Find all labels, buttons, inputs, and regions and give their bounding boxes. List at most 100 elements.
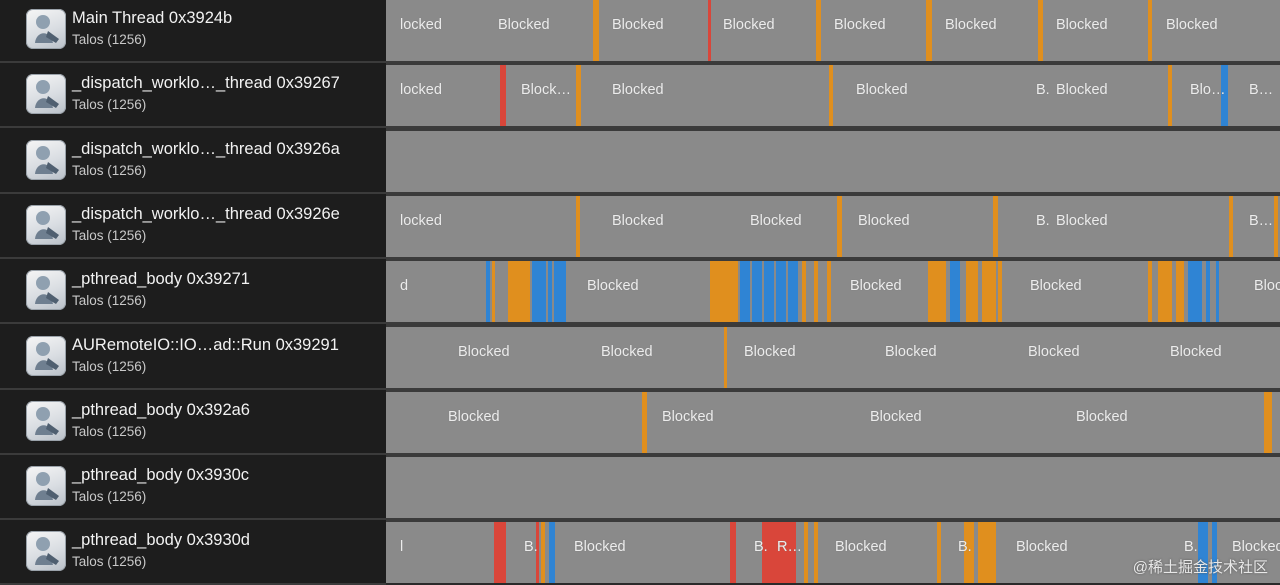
thread-timeline[interactable]: locked Blocked Blocked Blocked Blocked Blocke… <box>386 0 1280 583</box>
state-label: Blocked <box>1028 344 1080 360</box>
state-bar-orange[interactable] <box>829 65 833 126</box>
state-bar-blue[interactable] <box>1216 261 1219 322</box>
state-bar-orange[interactable] <box>1148 261 1152 322</box>
state-bar-orange[interactable] <box>966 261 978 322</box>
state-bar-orange[interactable] <box>508 261 530 322</box>
state-bar-red[interactable] <box>494 522 506 583</box>
state-bar-orange[interactable] <box>1229 196 1233 257</box>
state-bar-orange[interactable] <box>724 327 727 388</box>
thread-track-5[interactable]: Blocked Blocked Blocked Blocked Blocked Block… <box>386 327 1280 390</box>
state-bar-blue[interactable] <box>532 261 546 322</box>
state-bar-orange[interactable] <box>993 196 998 257</box>
state-bar-orange[interactable] <box>1158 261 1172 322</box>
thread-row-7[interactable]: _pthread_body 0x3930c Talos (1256) <box>0 457 386 520</box>
thread-list: Main Thread 0x3924b Talos (1256) _dispat… <box>0 0 386 585</box>
thread-row-2[interactable]: _dispatch_worklo…_thread 0x3926a Talos (… <box>0 131 386 194</box>
state-bar-orange[interactable] <box>1038 0 1043 61</box>
thread-track-2[interactable] <box>386 131 1280 194</box>
state-label: Blocked <box>1030 278 1082 294</box>
app-icon <box>26 531 66 571</box>
state-label: Blocked <box>1056 82 1108 98</box>
state-bar-red[interactable] <box>708 0 711 61</box>
state-bar-orange[interactable] <box>492 261 495 322</box>
state-bar-orange[interactable] <box>576 196 580 257</box>
thread-name: _dispatch_worklo…_thread 0x3926e <box>72 205 340 223</box>
state-bar-orange[interactable] <box>814 522 818 583</box>
state-bar-orange[interactable] <box>1264 392 1272 453</box>
thread-process: Talos (1256) <box>72 163 147 178</box>
thread-track-1[interactable]: locked Block… Blocked Blocked B. Blocked Blo… B… <box>386 65 1280 128</box>
state-bar-blue[interactable] <box>1198 522 1208 583</box>
state-bar-orange[interactable] <box>816 0 821 61</box>
state-bar-orange[interactable] <box>1168 65 1172 126</box>
state-bar-orange[interactable] <box>1176 261 1184 322</box>
state-label: Blocked <box>885 344 937 360</box>
state-bar-blue[interactable] <box>554 261 566 322</box>
state-label: Blocked <box>1166 17 1218 33</box>
state-label: locked <box>400 17 442 33</box>
state-bar-blue[interactable] <box>740 261 750 322</box>
state-bar-blue[interactable] <box>776 261 786 322</box>
thread-row-8[interactable]: _pthread_body 0x3930d Talos (1256) <box>0 522 386 585</box>
thread-track-3[interactable]: locked Blocked Blocked Blocked B. Blocked B… <box>386 196 1280 259</box>
state-bar-orange[interactable] <box>928 261 946 322</box>
state-bar-blue[interactable] <box>1188 261 1202 322</box>
state-bar-blue[interactable] <box>548 261 552 322</box>
state-bar-orange[interactable] <box>982 261 996 322</box>
state-bar-blue[interactable] <box>1212 522 1217 583</box>
state-label: Blocked <box>587 278 639 294</box>
state-bar-blue[interactable] <box>1206 261 1210 322</box>
state-bar-orange[interactable] <box>926 0 932 61</box>
thread-track-8[interactable]: l B. Blocked B. R… Blocked B. Blocked B. Blocked <box>386 522 1280 583</box>
state-bar-red[interactable] <box>762 522 796 583</box>
thread-track-4[interactable]: d Blocked Blocked Blocked Blocke <box>386 261 1280 324</box>
state-label: Blocked <box>612 213 664 229</box>
state-label: B. <box>1184 539 1198 555</box>
thread-row-6[interactable]: _pthread_body 0x392a6 Talos (1256) <box>0 392 386 455</box>
state-bar-orange[interactable] <box>964 522 974 583</box>
thread-track-7[interactable] <box>386 457 1280 520</box>
thread-track-6[interactable]: Blocked Blocked Blocked Blocked <box>386 392 1280 455</box>
state-label: Blocked <box>835 539 887 555</box>
state-bar-orange[interactable] <box>1148 0 1152 61</box>
state-bar-orange[interactable] <box>802 261 806 322</box>
state-bar-orange[interactable] <box>642 392 647 453</box>
state-bar-blue[interactable] <box>486 261 490 322</box>
state-label: Blocked <box>574 539 626 555</box>
state-bar-orange[interactable] <box>804 522 808 583</box>
state-label: Blocked <box>612 82 664 98</box>
thread-row-0[interactable]: Main Thread 0x3924b Talos (1256) <box>0 0 386 63</box>
state-bar-blue[interactable] <box>950 261 960 322</box>
state-bar-blue[interactable] <box>549 522 555 583</box>
thread-row-5[interactable]: AURemoteIO::IO…ad::Run 0x39291 Talos (12… <box>0 327 386 390</box>
state-label: Blo… <box>1190 82 1226 98</box>
thread-row-3[interactable]: _dispatch_worklo…_thread 0x3926e Talos (… <box>0 196 386 259</box>
state-label: Blocked <box>850 278 902 294</box>
state-bar-orange[interactable] <box>978 522 996 583</box>
state-bar-orange[interactable] <box>827 261 831 322</box>
thread-track-0[interactable]: locked Blocked Blocked Blocked Blocked Blocke… <box>386 0 1280 63</box>
thread-row-1[interactable]: _dispatch_worklo…_thread 0x39267 Talos (… <box>0 65 386 128</box>
state-bar-orange[interactable] <box>541 522 545 583</box>
state-bar-blue[interactable] <box>764 261 774 322</box>
state-bar-red[interactable] <box>500 65 506 126</box>
state-bar-orange[interactable] <box>1274 196 1278 257</box>
state-bar-blue[interactable] <box>1221 65 1228 126</box>
state-label: B… <box>1249 82 1274 98</box>
state-bar-blue[interactable] <box>752 261 762 322</box>
state-bar-blue[interactable] <box>788 261 798 322</box>
state-label: locked <box>400 82 442 98</box>
state-bar-orange[interactable] <box>837 196 842 257</box>
state-bar-orange[interactable] <box>998 261 1002 322</box>
state-bar-orange[interactable] <box>814 261 818 322</box>
state-bar-orange[interactable] <box>576 65 581 126</box>
thread-row-4[interactable]: _pthread_body 0x39271 Talos (1256) <box>0 261 386 324</box>
state-bar-red[interactable] <box>536 522 539 583</box>
state-bar-orange[interactable] <box>710 261 738 322</box>
state-bar-orange[interactable] <box>937 522 941 583</box>
state-bar-orange[interactable] <box>593 0 599 61</box>
thread-process: Talos (1256) <box>72 359 147 374</box>
state-label: B. <box>1036 82 1050 98</box>
thread-name: Main Thread 0x3924b <box>72 9 233 27</box>
state-bar-red[interactable] <box>730 522 736 583</box>
